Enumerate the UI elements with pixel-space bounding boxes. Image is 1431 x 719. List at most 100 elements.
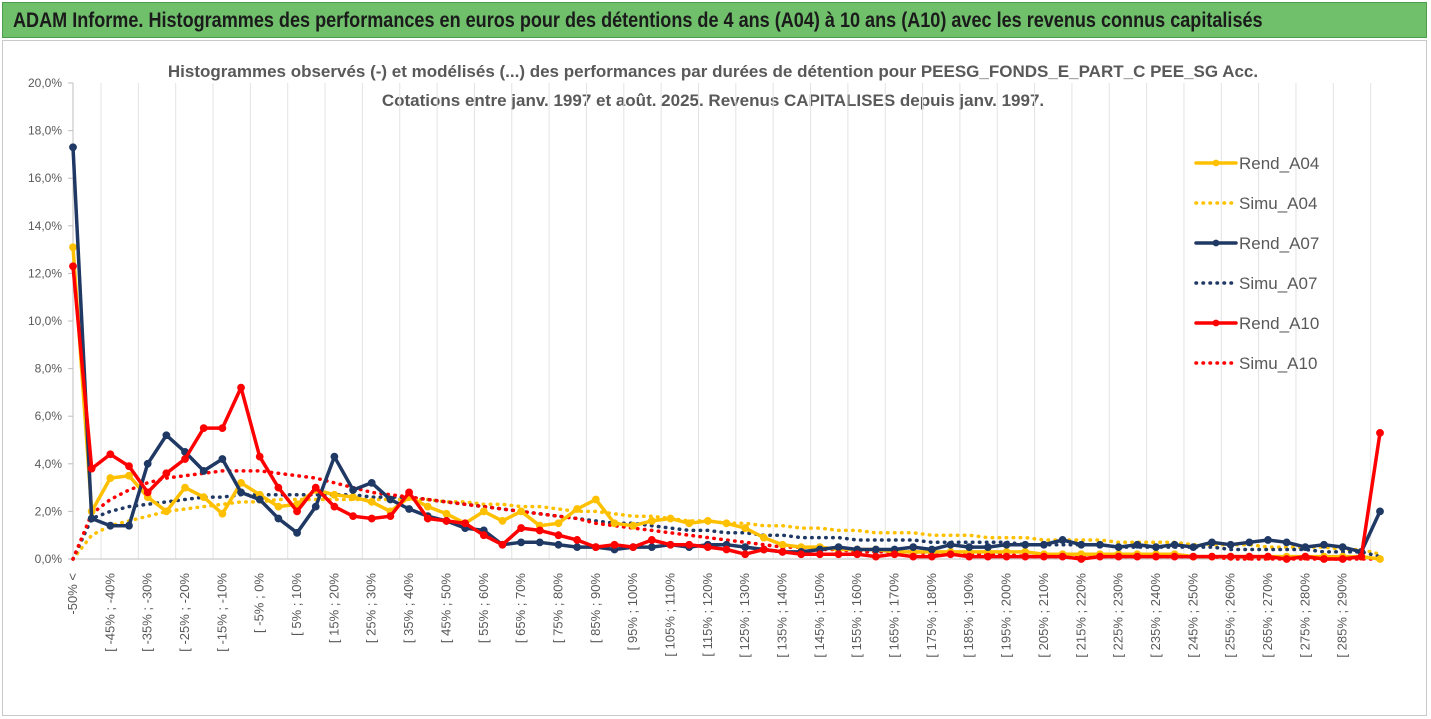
data-point-rend-a10 [330,502,339,511]
chart-title-line-1: Histogrammes observés (-) et modélisés (… [168,62,1258,81]
data-point-rend-a07 [1189,543,1198,551]
data-point-rend-a10 [367,514,376,523]
legend-marker-rend-a07 [1212,239,1220,247]
legend-label-rend-a10: Rend_A10 [1239,314,1319,333]
x-tick-label: [ 85% ; 90% [588,573,603,644]
data-point-rend-a04 [330,490,339,499]
data-point-rend-a04 [1376,555,1384,563]
data-point-rend-a07 [106,521,115,530]
data-point-rend-a07 [330,452,339,461]
data-point-rend-a07 [909,543,918,551]
data-point-rend-a10 [311,483,320,492]
data-point-rend-a07 [311,502,320,511]
legend-marker-rend-a10 [1212,319,1220,327]
data-point-rend-a07 [405,505,413,513]
data-point-rend-a10 [1096,552,1104,561]
data-point-rend-a04 [274,502,283,511]
data-point-rend-a04 [722,519,731,528]
data-point-rend-a04 [69,243,77,252]
data-point-rend-a07 [1021,540,1030,549]
data-point-rend-a10 [741,550,750,559]
data-point-rend-a04 [610,519,619,528]
data-point-rend-a10 [1301,552,1310,561]
x-tick-label: [ -5% ; 0% [252,573,267,633]
y-tick-labels: 0,0% 2,0% 4,0% 6,0% 8,0% 10,0% 12,0% 14,0% 16,0%… [28,76,62,566]
data-point-rend-a10 [1114,552,1123,561]
y-tick-label: 2,0% [35,504,63,518]
data-point-rend-a10 [237,383,245,392]
data-point-rend-a04 [162,507,171,516]
y-tick-label: 18,0% [28,124,62,138]
data-point-rend-a10 [778,547,787,556]
data-point-rend-a10 [517,524,526,532]
data-point-rend-a10 [1002,552,1011,561]
data-point-rend-a10 [909,552,918,561]
data-point-rend-a04 [479,507,488,516]
x-tick-label: [ 165% ; 170% [887,573,902,658]
data-point-rend-a04 [517,507,526,516]
data-point-rend-a10 [1152,552,1160,561]
data-point-rend-a10 [1245,552,1254,561]
y-tick-label: 10,0% [28,314,62,328]
data-point-rend-a07 [1226,540,1235,549]
data-point-rend-a04 [703,517,712,525]
data-point-rend-a10 [1040,552,1048,561]
data-point-rend-a10 [442,517,451,525]
data-point-rend-a10 [573,536,582,544]
data-point-rend-a10 [1357,552,1366,561]
data-point-rend-a10 [610,540,619,549]
data-point-rend-a07 [647,543,656,551]
data-point-rend-a10 [1170,552,1179,561]
y-tick-label: 16,0% [28,171,62,185]
data-point-rend-a10 [927,552,936,561]
data-point-rend-a04 [181,483,189,492]
data-point-rend-a04 [106,474,115,482]
x-tick-label: [ 235% ; 240% [1148,573,1163,658]
data-point-rend-a04 [367,497,376,506]
data-point-rend-a10 [722,545,731,554]
y-tick-label: 14,0% [28,219,62,233]
x-tick-label: [ 195% ; 200% [999,573,1014,658]
axes [68,82,1380,560]
x-tick-label: [ 135% ; 140% [775,573,790,658]
data-point-rend-a07 [517,538,526,547]
x-tick-label: [ 45% ; 50% [438,573,453,644]
x-tick-label: [ 35% ; 40% [401,573,416,644]
data-point-rend-a07 [1114,543,1123,551]
data-point-rend-a04 [629,521,638,530]
data-point-rend-a10 [125,462,133,471]
data-point-rend-a07 [834,543,843,551]
chart-frame [2,40,1427,716]
data-point-rend-a10 [871,552,880,561]
x-tick-label: [ 75% ; 80% [550,573,565,644]
data-point-rend-a10 [181,455,189,463]
data-point-rend-a10 [984,552,992,561]
legend-label-simu-a10: Simu_A10 [1239,354,1317,373]
data-point-rend-a10 [498,540,507,549]
report-banner: ADAM Informe. Histogrammes des performan… [2,2,1427,38]
data-point-rend-a10 [386,512,395,521]
data-point-rend-a10 [423,514,432,523]
data-point-rend-a10 [1133,552,1142,561]
x-tick-label: [ 275% ; 280% [1297,573,1312,658]
data-point-rend-a10 [162,469,171,478]
data-point-rend-a04 [647,517,656,525]
x-tick-label: [ 15% ; 20% [326,573,341,644]
data-point-rend-a07 [946,540,955,549]
data-point-rend-a07 [1133,540,1142,549]
y-tick-label: 4,0% [35,457,63,471]
y-tick-label: 12,0% [28,266,62,280]
data-point-rend-a04 [423,502,432,511]
data-point-rend-a10 [87,464,96,473]
data-point-rend-a10 [143,488,152,497]
x-tick-label: [ 175% ; 180% [924,573,939,658]
data-point-rend-a07 [199,467,208,475]
data-point-rend-a07 [87,514,96,523]
data-point-rend-a07 [367,478,376,487]
data-point-rend-a07 [274,514,283,523]
data-point-rend-a10 [1320,555,1328,563]
x-tick-label: [ 115% ; 120% [700,573,715,657]
x-tick-label: [ 145% ; 150% [812,573,827,658]
data-point-rend-a07 [573,543,582,551]
